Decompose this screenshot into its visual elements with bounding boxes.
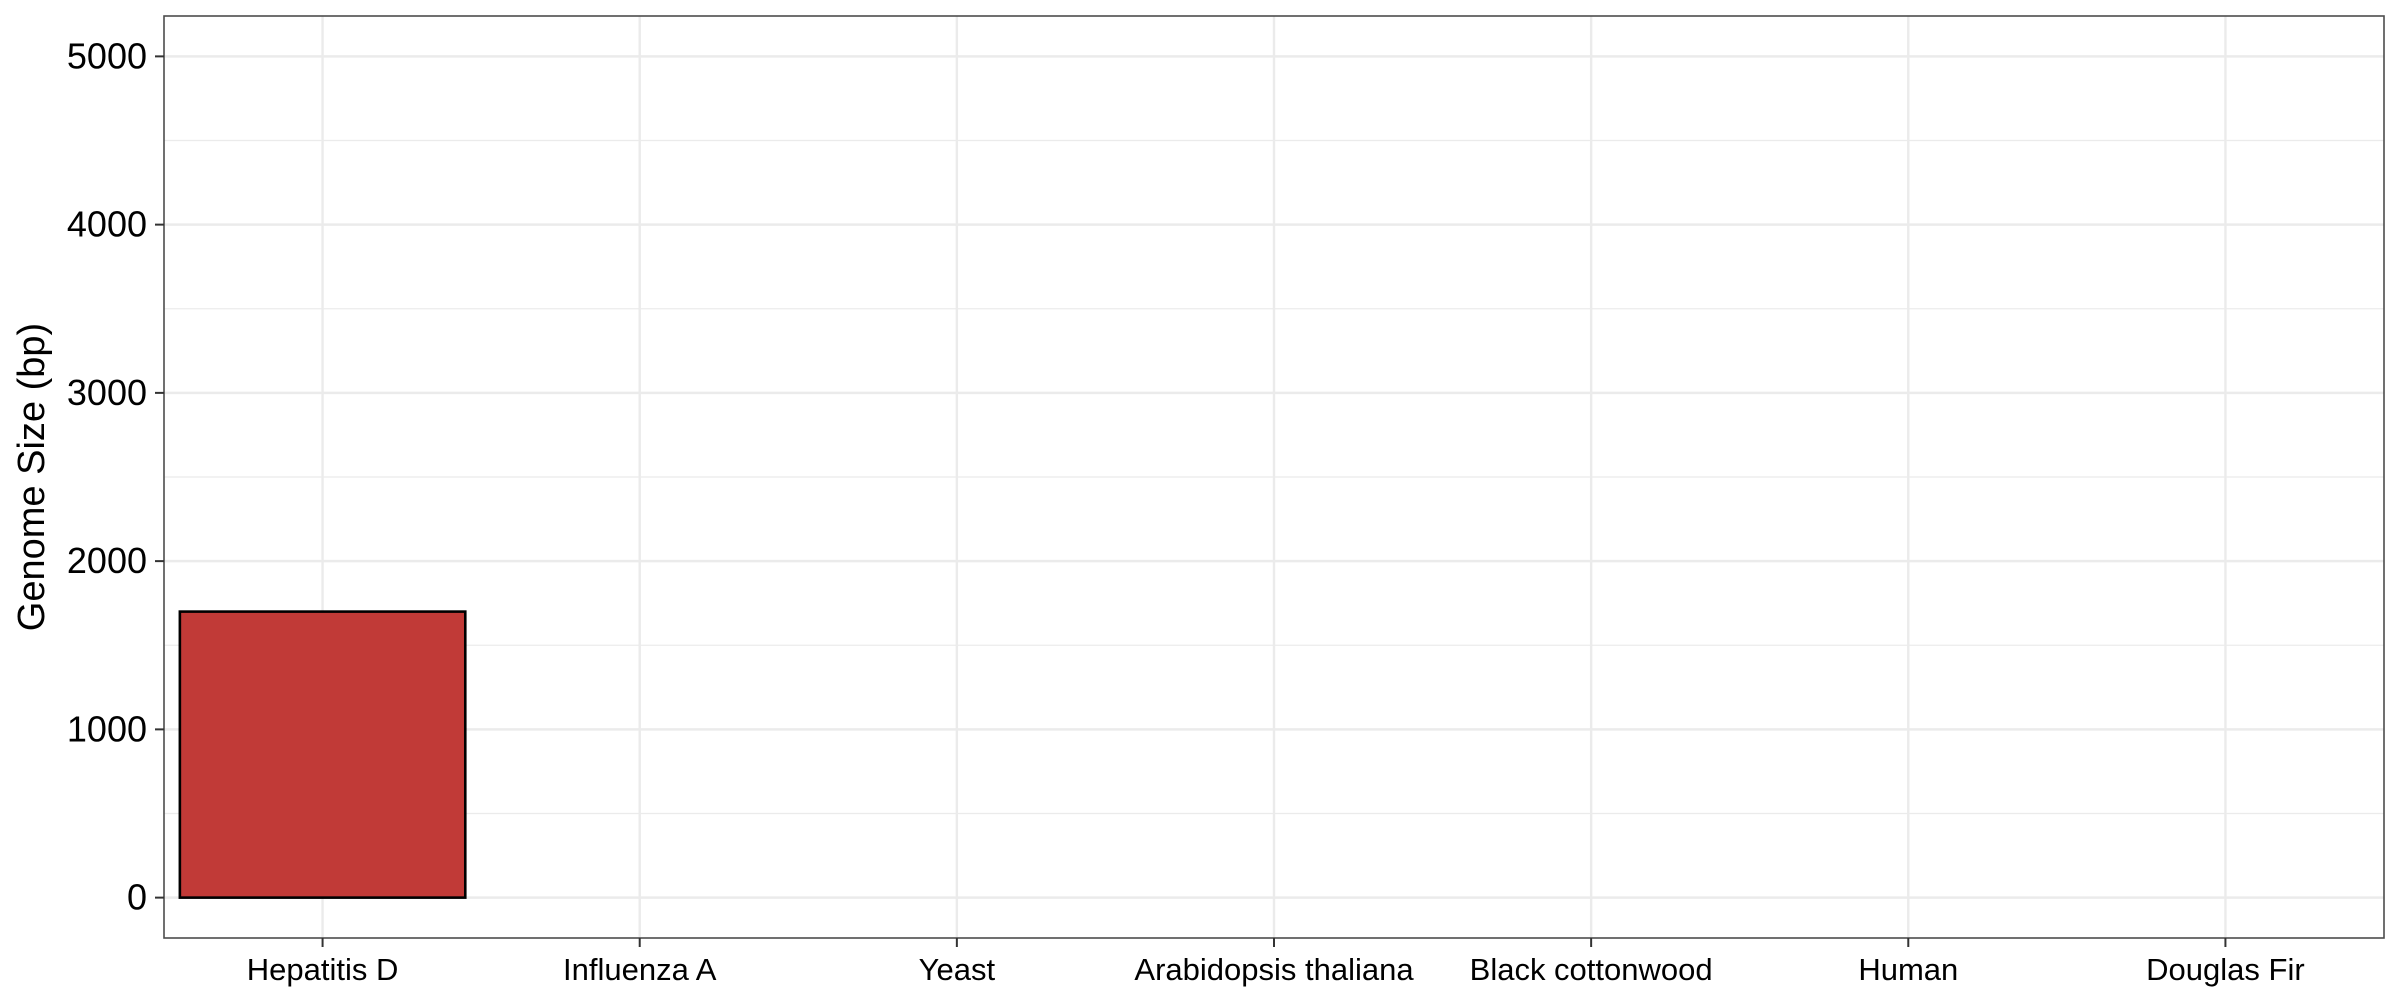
- y-axis: 0 1000 2000 3000 4000 5000: [67, 35, 164, 918]
- x-tick-label: Douglas Fir: [2146, 952, 2305, 987]
- x-tick-label: Influenza A: [563, 952, 717, 987]
- y-tick-label: 2000: [67, 540, 147, 581]
- y-tick-label: 5000: [67, 35, 147, 76]
- y-axis-title: Genome Size (bp): [11, 323, 53, 631]
- x-tick-label: Hepatitis D: [247, 952, 399, 987]
- y-tick-label: 4000: [67, 204, 147, 245]
- x-tick-label: Black cottonwood: [1470, 952, 1713, 987]
- x-tick-label: Yeast: [919, 952, 996, 987]
- bar: [178, 610, 467, 899]
- major-gridlines: [164, 16, 2384, 938]
- x-axis: Hepatitis D Influenza A Yeast Arabidopsis t…: [247, 938, 2305, 987]
- x-tick-label: Arabidopsis thaliana: [1134, 952, 1414, 987]
- y-tick-label: 1000: [67, 708, 147, 749]
- bars: [178, 610, 467, 899]
- y-tick-label: 0: [127, 877, 147, 918]
- x-tick-label: Human: [1858, 952, 1958, 987]
- y-tick-label: 3000: [67, 372, 147, 413]
